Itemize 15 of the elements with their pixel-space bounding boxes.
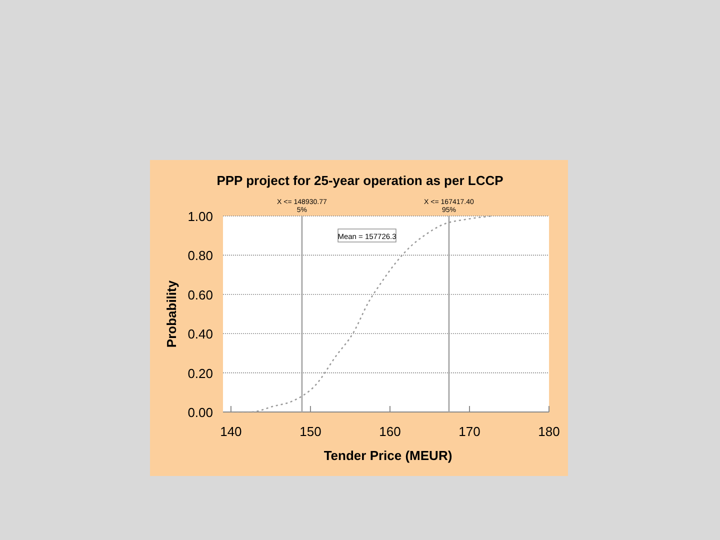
y-tick-label: 0.80 (188, 248, 213, 264)
x-axis-title: Tender Price (MEUR) (324, 448, 452, 463)
x-tick-label: 160 (379, 424, 401, 439)
x-tick-label: 140 (220, 424, 242, 439)
y-tick-label: 0.40 (188, 326, 213, 342)
line-series (231, 215, 494, 413)
chart-title: PPP project for 25-year operation as per LCCP (216, 173, 504, 188)
x-tick-label: 150 (300, 424, 322, 439)
y-tick-label: 0.20 (188, 366, 213, 381)
y-tick-label: 0.60 (188, 287, 213, 302)
x-tick-label: 170 (458, 424, 480, 439)
y-tick-label: 1.00 (188, 209, 213, 224)
y-axis-title: Probability (164, 280, 179, 348)
y-tick-label: 0.00 (188, 405, 213, 420)
x-tick-label: 180 (538, 424, 560, 439)
